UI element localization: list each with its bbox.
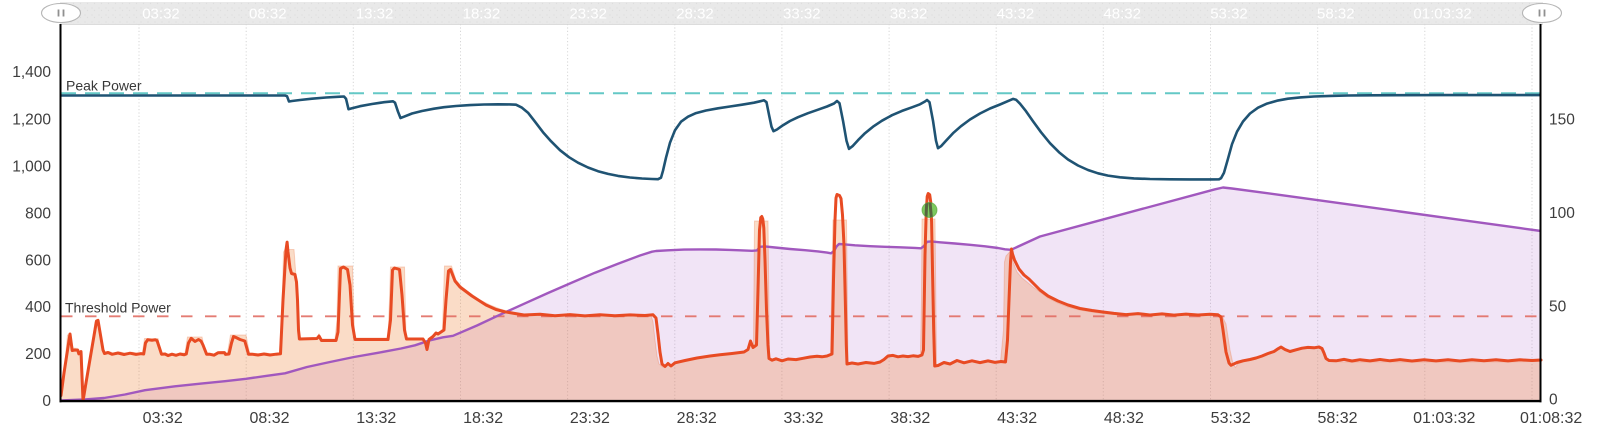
svg-text:1,400: 1,400 — [12, 64, 51, 81]
svg-text:1,000: 1,000 — [12, 159, 51, 176]
svg-text:13:32: 13:32 — [356, 6, 394, 23]
svg-text:03:32: 03:32 — [143, 410, 183, 427]
svg-text:53:32: 53:32 — [1210, 6, 1248, 23]
svg-text:33:32: 33:32 — [783, 6, 821, 23]
svg-text:18:32: 18:32 — [463, 410, 503, 427]
svg-text:18:32: 18:32 — [463, 6, 501, 23]
svg-text:01:03:32: 01:03:32 — [1413, 6, 1471, 23]
svg-text:Peak Power: Peak Power — [66, 78, 142, 94]
svg-text:43:32: 43:32 — [997, 410, 1037, 427]
svg-text:08:32: 08:32 — [249, 410, 289, 427]
svg-text:43:32: 43:32 — [997, 6, 1035, 23]
svg-text:58:32: 58:32 — [1317, 6, 1355, 23]
svg-text:38:32: 38:32 — [890, 6, 928, 23]
svg-text:28:32: 28:32 — [677, 410, 717, 427]
svg-text:03:32: 03:32 — [142, 6, 180, 23]
svg-text:01:08:32: 01:08:32 — [1520, 410, 1582, 427]
svg-text:Threshold Power: Threshold Power — [65, 299, 171, 315]
svg-text:33:32: 33:32 — [783, 410, 823, 427]
svg-text:23:32: 23:32 — [569, 6, 607, 23]
svg-text:1,200: 1,200 — [12, 112, 51, 129]
svg-text:01:03:32: 01:03:32 — [1413, 410, 1475, 427]
svg-text:400: 400 — [25, 299, 51, 316]
svg-text:53:32: 53:32 — [1211, 410, 1251, 427]
svg-text:150: 150 — [1549, 112, 1575, 129]
svg-text:50: 50 — [1549, 299, 1567, 316]
svg-text:13:32: 13:32 — [356, 410, 396, 427]
svg-text:100: 100 — [1549, 205, 1575, 222]
svg-text:08:32: 08:32 — [249, 6, 287, 23]
svg-text:48:32: 48:32 — [1103, 6, 1141, 23]
svg-text:48:32: 48:32 — [1104, 410, 1144, 427]
svg-text:0: 0 — [42, 393, 51, 410]
svg-text:38:32: 38:32 — [890, 410, 930, 427]
svg-text:200: 200 — [25, 346, 51, 363]
svg-text:0: 0 — [1549, 392, 1558, 409]
svg-text:58:32: 58:32 — [1317, 410, 1357, 427]
svg-text:28:32: 28:32 — [676, 6, 714, 23]
svg-text:800: 800 — [25, 206, 51, 223]
svg-text:600: 600 — [25, 253, 51, 270]
svg-text:23:32: 23:32 — [570, 410, 610, 427]
